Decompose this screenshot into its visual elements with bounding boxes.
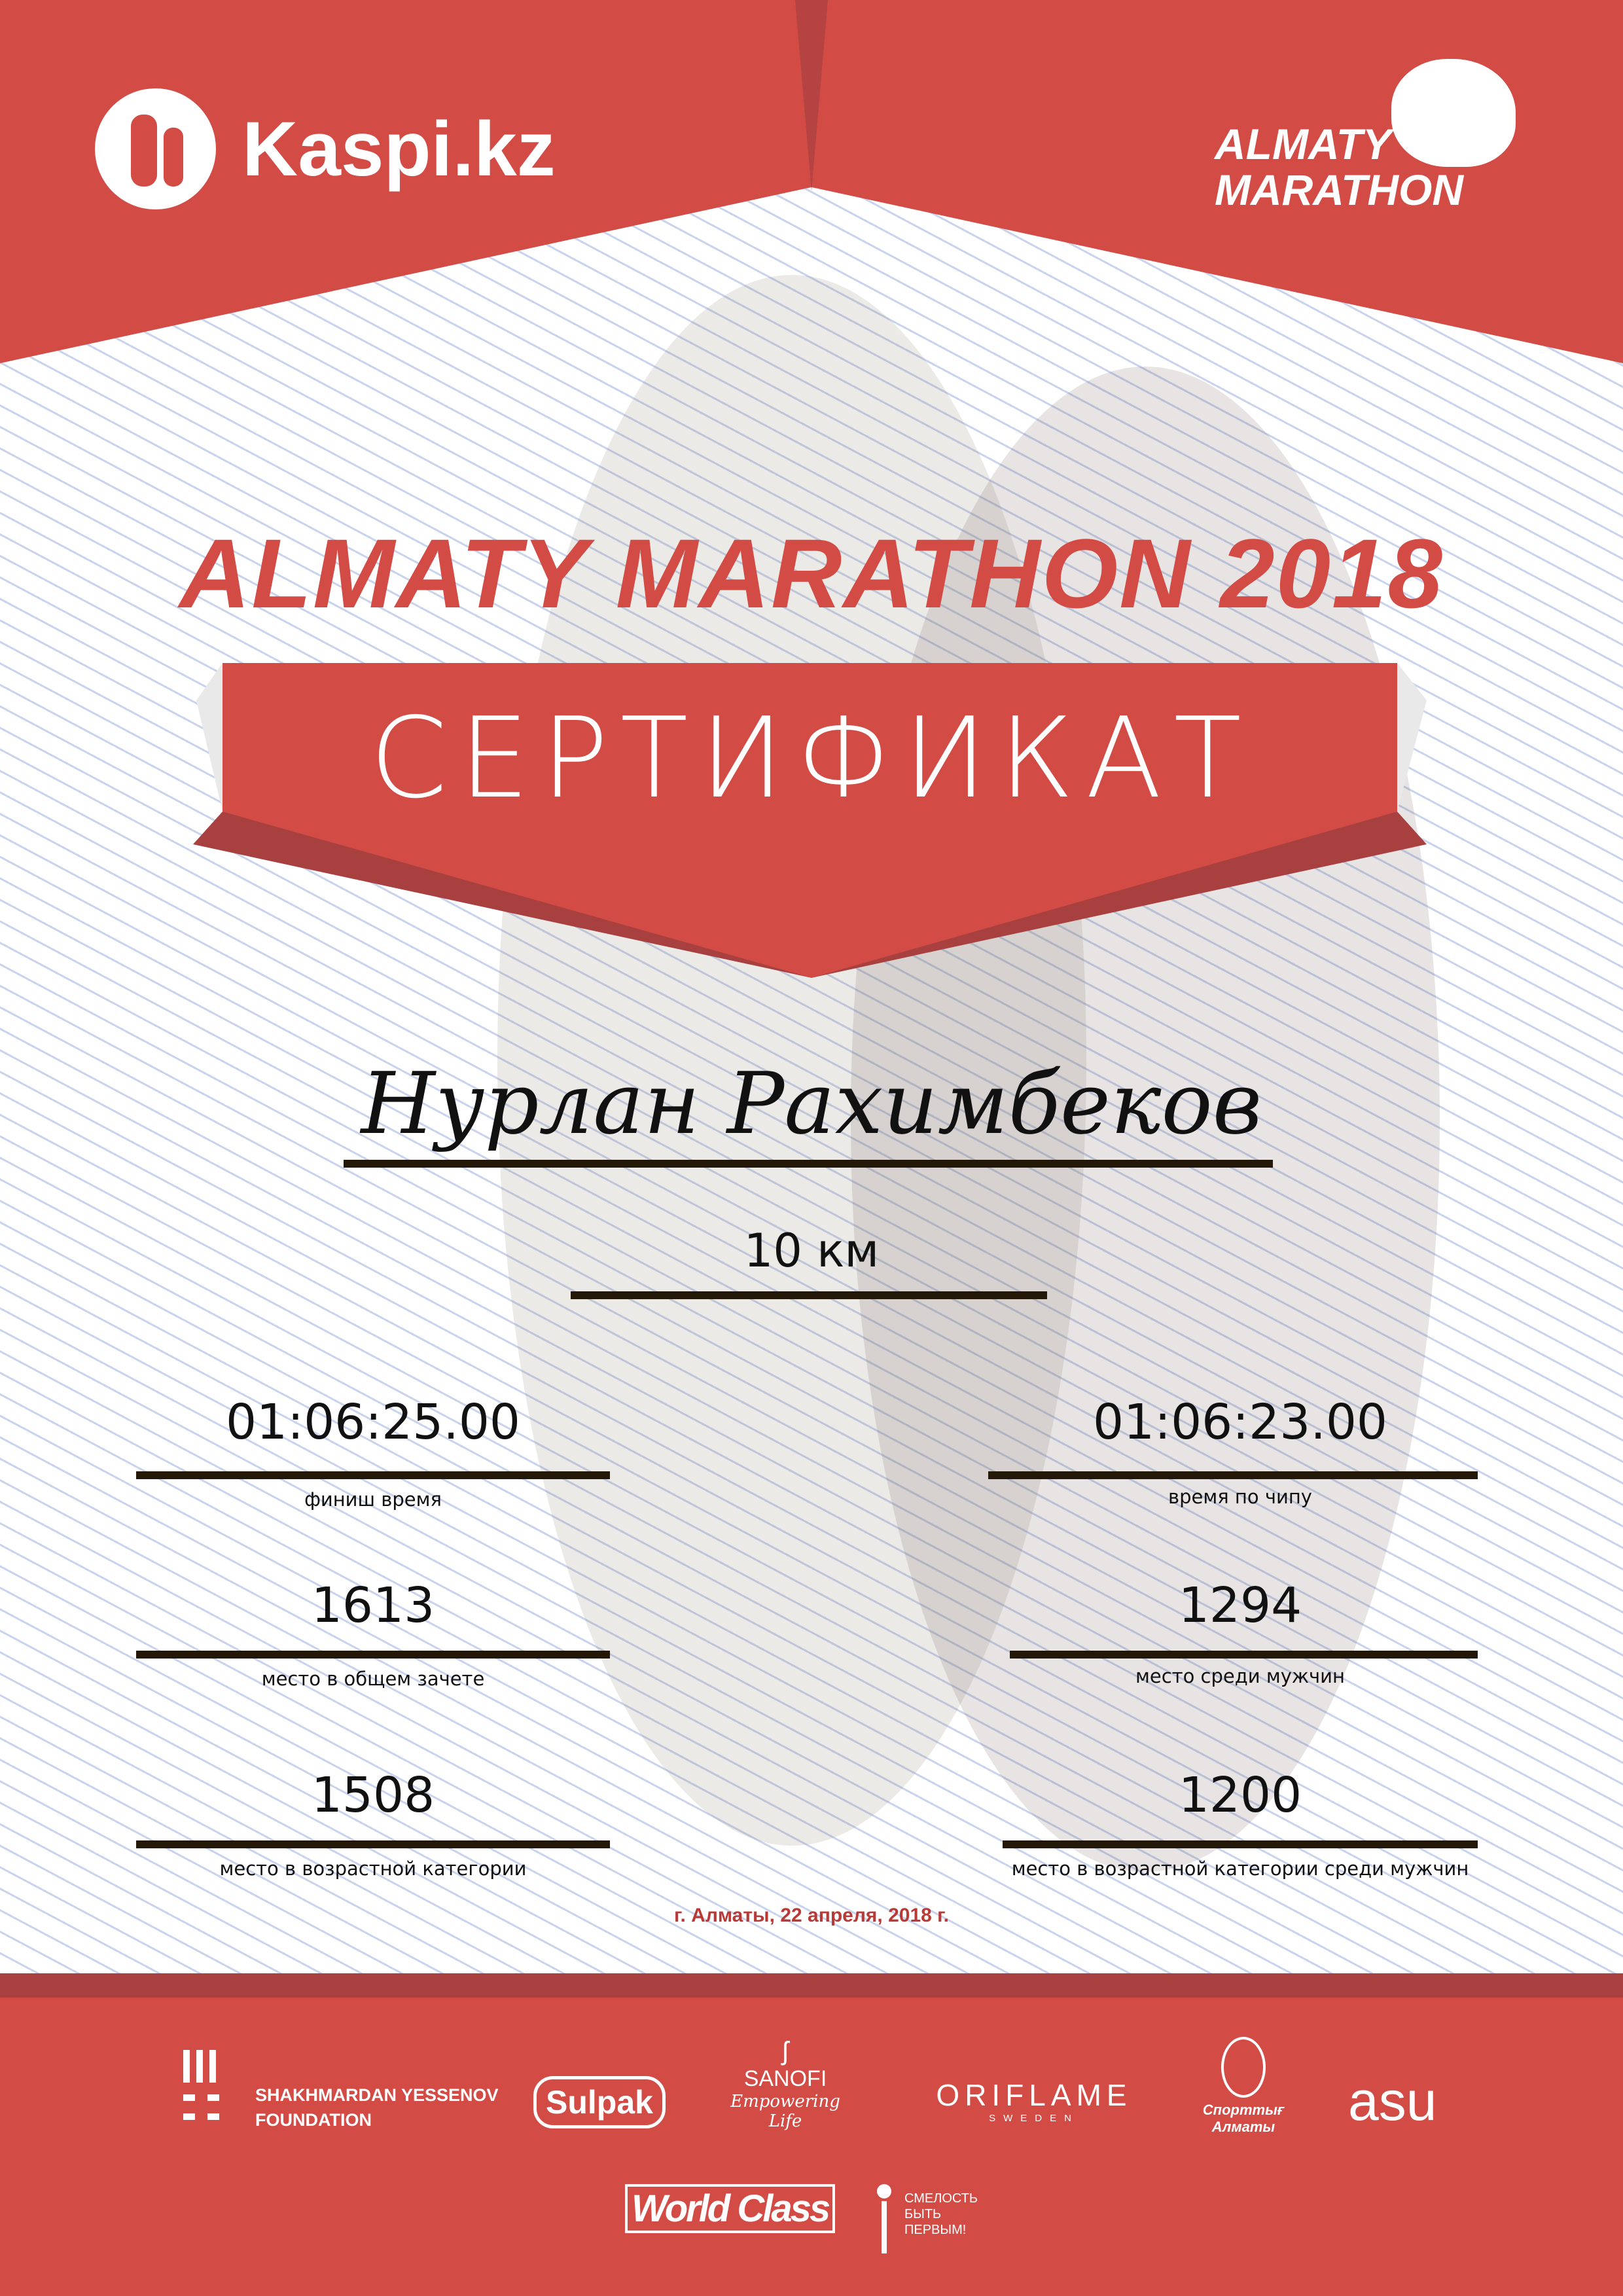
fund-figure-icon: [870, 2184, 897, 2256]
finish-time-rule: [136, 1471, 610, 1479]
logo-line-1: ALMATY: [1215, 120, 1392, 168]
sanofi-text: SANOFI: [743, 2066, 827, 2091]
yessenov-icon: [183, 2050, 219, 2125]
yessenov-line-2: FOUNDATION: [255, 2110, 372, 2130]
oriflame-sub: SWEDEN: [989, 2113, 1079, 2124]
sanofi-tagline: Empowering Life: [730, 2092, 840, 2131]
kaspi-logo: Kaspi.kz: [95, 88, 556, 209]
footer-band: [0, 1973, 1623, 1998]
certificate-heading: СЕРТИФИКАТ: [369, 694, 1254, 823]
age-place-rule: [136, 1840, 610, 1848]
oriflame-text: ORIFLAME: [936, 2078, 1132, 2112]
chip-time-label: время по чипу: [1168, 1486, 1312, 1508]
yessenov-line-1: SHAKHMARDAN YESSENOV: [255, 2085, 499, 2105]
chip-time-rule: [988, 1471, 1478, 1479]
kaspi-logo-text: Kaspi.kz: [242, 105, 556, 192]
overall-place-rule: [136, 1651, 610, 1659]
men-place-value: 1294: [1178, 1577, 1302, 1634]
fund-line-2: БЫТЬ: [904, 2207, 942, 2221]
logo-line-2: MARATHON: [1215, 166, 1464, 214]
runner-photo-male: [497, 275, 1086, 1846]
partners-footer: SHAKHMARDAN YESSENOV FOUNDATION Sulpak ʃ…: [0, 1998, 1623, 2296]
sanofi-logo: ʃ SANOFI Empowering Life: [726, 2037, 844, 2131]
runner-photo-female: [851, 367, 1440, 1872]
age-place-value: 1508: [311, 1767, 435, 1823]
header-band: [0, 0, 1623, 363]
age-men-place-label: место в возрастной категории среди мужчи…: [1011, 1857, 1469, 1880]
age-place-label: место в возрастной категории: [219, 1857, 527, 1880]
participant-name: Нурлан Рахимбеков: [361, 1054, 1262, 1153]
runner-icon: [1391, 59, 1516, 167]
men-place-label: место среди мужчин: [1135, 1665, 1345, 1687]
sport-almaty-logo: Спорттығ Алматы: [1198, 2037, 1289, 2136]
fund-line-1: СМЕЛОСТЬ: [904, 2191, 978, 2206]
sulpak-logo: Sulpak: [533, 2076, 666, 2128]
event-date: г. Алматы, 22 апреля, 2018 г.: [674, 1905, 949, 1926]
sport-almaty-line-2: Алматы: [1211, 2119, 1275, 2135]
finish-time-value: 01:06:25.00: [225, 1394, 521, 1450]
men-place-rule: [1010, 1651, 1478, 1659]
asu-logo: asu: [1348, 2070, 1437, 2132]
name-underline: [344, 1160, 1273, 1168]
distance: 10 км: [743, 1224, 880, 1278]
overall-place-label: место в общем зачете: [261, 1668, 485, 1690]
chip-time-value: 01:06:23.00: [1092, 1394, 1388, 1450]
event-title: ALMATY MARATHON 2018: [179, 518, 1444, 628]
finish-time-label: финиш время: [304, 1488, 442, 1511]
world-class-logo: World Class: [625, 2184, 836, 2233]
certificate-banner: [193, 663, 1427, 978]
overall-place-value: 1613: [311, 1577, 435, 1634]
kaspi-icon: [95, 88, 216, 209]
oriflame-logo: ORIFLAME SWEDEN: [923, 2077, 1145, 2124]
sport-almaty-emblem-icon: [1221, 2037, 1266, 2098]
sport-almaty-line-1: Спорттығ: [1202, 2102, 1285, 2118]
age-men-place-rule: [1003, 1840, 1478, 1848]
almaty-marathon-logo: ALMATY MARATHON: [1215, 59, 1522, 216]
distance-underline: [571, 1291, 1047, 1299]
fund-line-3: ПЕРВЫМ!: [904, 2223, 967, 2237]
sanofi-icon: ʃ: [782, 2037, 789, 2066]
age-men-place-value: 1200: [1178, 1767, 1302, 1823]
